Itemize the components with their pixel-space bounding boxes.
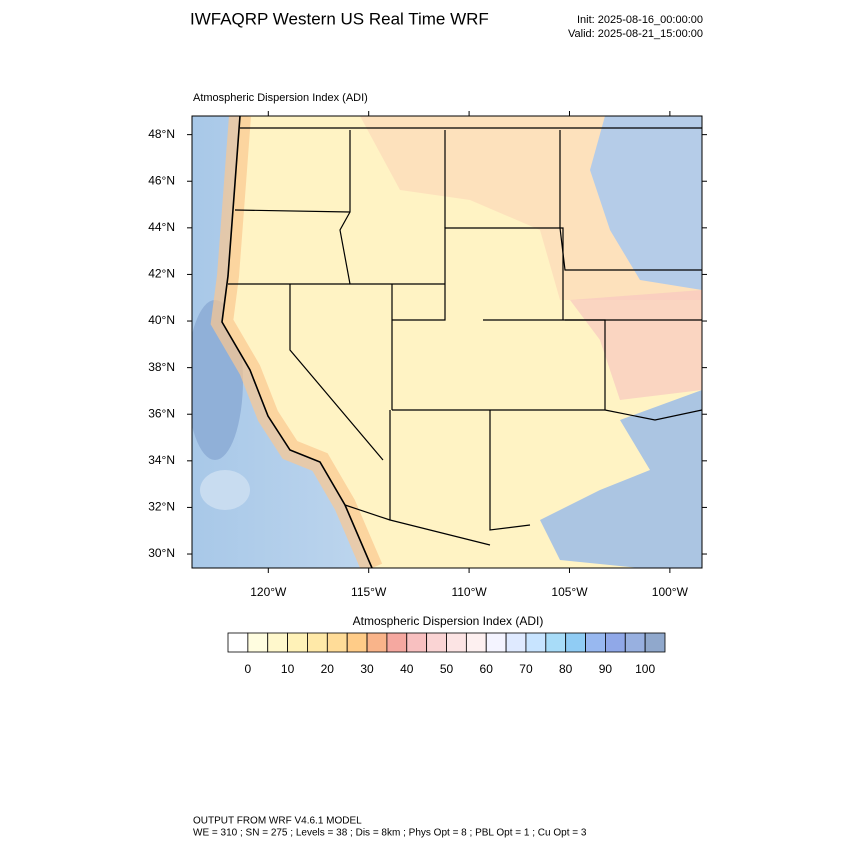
lat-tick-label: 30°N	[148, 546, 175, 560]
lat-tick-label: 44°N	[148, 220, 175, 234]
colorbar-box	[465, 632, 487, 653]
colorbar-box	[605, 632, 626, 653]
colorbar-box	[326, 632, 348, 653]
colorbar-box	[307, 632, 328, 653]
lat-tick-label: 42°N	[148, 267, 175, 281]
lon-tick-label: 105°W	[551, 585, 588, 599]
colorbar-box	[585, 632, 606, 653]
colorbar-tick-label: 70	[519, 662, 533, 676]
init-time: Init: 2025-08-16_00:00:00	[577, 14, 703, 26]
colorbar-tick-label: 50	[440, 662, 454, 676]
colorbar-box	[565, 632, 586, 653]
colorbar-tick-label: 60	[480, 662, 494, 676]
colorbar-box	[406, 632, 428, 653]
colorbar-box	[426, 632, 447, 653]
colorbar-box	[485, 632, 507, 653]
lat-tick-label: 48°N	[148, 127, 175, 141]
footer-line: WE = 310 ; SN = 275 ; Levels = 38 ; Dis …	[193, 828, 587, 839]
lon-tick-label: 120°W	[250, 585, 287, 599]
colorbar-box	[545, 632, 567, 653]
title: IWFAQRP Western US Real Time WRF	[190, 9, 489, 28]
colorbar-box	[386, 632, 408, 653]
colorbar-box	[287, 632, 308, 653]
colorbar-box	[525, 632, 547, 653]
colorbar-box	[227, 632, 249, 653]
colorbar-tick-label: 40	[400, 662, 414, 676]
lat-tick-label: 32°N	[148, 500, 175, 514]
lat-tick-label: 36°N	[148, 406, 175, 420]
valid-time: Valid: 2025-08-21_15:00:00	[568, 28, 703, 40]
lon-tick-label: 110°W	[451, 585, 487, 599]
colorbar-box	[267, 632, 288, 653]
colorbar-box	[346, 632, 368, 653]
colorbar-tick-label: 0	[245, 662, 252, 676]
colorbar-tick-label: 10	[281, 662, 295, 676]
colorbar-tick-label: 80	[559, 662, 573, 676]
map	[192, 116, 702, 568]
colorbar-tick-label: 30	[360, 662, 374, 676]
lat-tick-label: 34°N	[148, 453, 175, 467]
colorbar-label: Atmospheric Dispersion Index (ADI)	[353, 614, 544, 628]
lon-tick-label: 100°W	[652, 585, 689, 599]
colorbar-box	[247, 632, 269, 653]
footer-line: OUTPUT FROM WRF V4.6.1 MODEL	[193, 816, 362, 827]
map-frame	[191, 115, 703, 569]
lat-tick-label: 40°N	[148, 313, 175, 327]
colorbar-box	[644, 632, 666, 653]
lon-tick-label: 115°W	[351, 585, 387, 599]
colorbar-box	[624, 632, 646, 653]
lat-tick-label: 38°N	[148, 360, 175, 374]
colorbar-tick-label: 20	[321, 662, 335, 676]
colorbar-box	[446, 632, 467, 653]
colorbar-box	[505, 632, 527, 653]
colorbar-tick-label: 100	[635, 662, 655, 676]
field-label: Atmospheric Dispersion Index (ADI)	[193, 92, 368, 104]
colorbar-tick-label: 90	[599, 662, 613, 676]
lat-tick-label: 46°N	[148, 173, 175, 187]
colorbar-box	[366, 632, 388, 653]
